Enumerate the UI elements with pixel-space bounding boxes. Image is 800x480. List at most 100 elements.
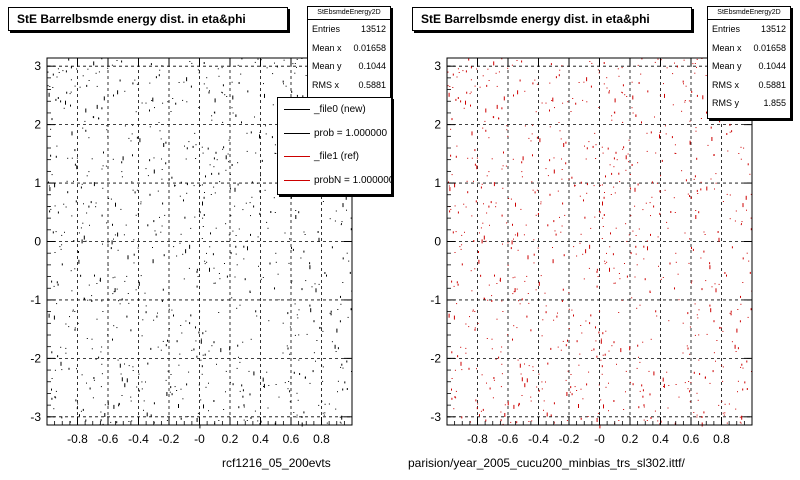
scatter-point bbox=[470, 79, 472, 81]
scatter-point bbox=[246, 240, 248, 242]
scatter-point bbox=[161, 178, 163, 180]
scatter-point bbox=[727, 150, 729, 152]
scatter-point bbox=[510, 247, 512, 250]
scatter-point bbox=[200, 338, 202, 340]
scatter-point bbox=[614, 192, 616, 194]
scatter-point bbox=[637, 344, 639, 347]
scatter-point bbox=[340, 224, 342, 226]
scatter-point bbox=[198, 210, 200, 212]
scatter-point bbox=[306, 333, 308, 335]
scatter-point bbox=[232, 383, 234, 386]
scatter-point bbox=[533, 262, 535, 264]
scatter-point bbox=[737, 309, 739, 310]
scatter-point bbox=[614, 98, 616, 103]
scatter-point bbox=[476, 68, 478, 70]
scatter-point bbox=[534, 79, 536, 81]
scatter-point bbox=[521, 377, 523, 382]
scatter-point bbox=[162, 340, 164, 342]
scatter-point bbox=[98, 71, 100, 73]
scatter-point bbox=[78, 259, 80, 264]
scatter-point bbox=[535, 289, 537, 291]
scatter-point bbox=[523, 234, 525, 236]
scatter-point bbox=[130, 329, 132, 332]
scatter-point bbox=[185, 249, 187, 254]
scatter-point bbox=[457, 97, 459, 99]
scatter-point bbox=[455, 390, 457, 392]
scatter-point bbox=[750, 228, 752, 231]
scatter-point bbox=[488, 171, 490, 173]
scatter-point bbox=[257, 420, 259, 422]
scatter-point bbox=[540, 203, 542, 205]
scatter-point bbox=[641, 384, 643, 387]
scatter-point bbox=[212, 253, 214, 256]
scatter-point bbox=[324, 412, 326, 414]
scatter-point bbox=[689, 326, 691, 328]
scatter-point bbox=[93, 377, 95, 379]
scatter-point bbox=[85, 129, 87, 132]
scatter-point bbox=[582, 99, 584, 101]
scatter-point bbox=[202, 226, 204, 227]
scatter-point bbox=[581, 332, 583, 334]
scatter-point bbox=[175, 102, 177, 105]
scatter-point bbox=[487, 68, 489, 70]
scatter-point bbox=[601, 146, 603, 148]
scatter-point bbox=[250, 417, 252, 419]
scatter-point bbox=[206, 252, 207, 254]
scatter-point bbox=[72, 310, 74, 312]
scatter-point bbox=[521, 298, 523, 301]
scatter-point bbox=[229, 187, 231, 190]
scatter-point bbox=[136, 83, 138, 85]
scatter-point bbox=[747, 163, 749, 166]
scatter-point bbox=[203, 196, 205, 199]
x-tick-label: -0.6 bbox=[498, 432, 519, 446]
scatter-point bbox=[191, 62, 193, 64]
scatter-point bbox=[503, 96, 505, 101]
scatter-point bbox=[110, 421, 112, 423]
scatter-point bbox=[49, 210, 51, 213]
scatter-point bbox=[448, 92, 450, 97]
scatter-point bbox=[93, 379, 95, 381]
scatter-point bbox=[520, 373, 522, 375]
scatter-point bbox=[106, 129, 108, 131]
scatter-point bbox=[48, 181, 49, 183]
scatter-point bbox=[91, 295, 93, 297]
scatter-point bbox=[208, 410, 209, 412]
scatter-point bbox=[617, 68, 619, 70]
scatter-point bbox=[483, 235, 485, 240]
scatter-point bbox=[723, 414, 725, 416]
scatter-point bbox=[199, 310, 201, 312]
scatter-point bbox=[493, 379, 495, 381]
scatter-point bbox=[692, 63, 694, 65]
right-footer-label: parision/year_2005_cucu200_minbias_trs_s… bbox=[408, 456, 685, 470]
scatter-point bbox=[334, 220, 336, 222]
scatter-point bbox=[291, 282, 292, 284]
scatter-point bbox=[184, 216, 186, 219]
scatter-point bbox=[145, 381, 146, 383]
scatter-point bbox=[236, 264, 238, 266]
scatter-point bbox=[51, 388, 52, 391]
scatter-point bbox=[502, 243, 503, 245]
scatter-point bbox=[684, 100, 686, 101]
y-tick-label: -3 bbox=[30, 410, 41, 424]
scatter-point bbox=[196, 285, 198, 288]
scatter-point bbox=[208, 382, 209, 384]
scatter-point bbox=[583, 278, 585, 280]
scatter-point bbox=[263, 386, 264, 387]
scatter-point bbox=[516, 60, 518, 61]
scatter-point bbox=[213, 267, 215, 269]
scatter-point bbox=[488, 137, 490, 139]
scatter-point bbox=[734, 220, 736, 222]
scatter-point bbox=[705, 75, 707, 76]
scatter-point bbox=[149, 193, 151, 196]
scatter-point bbox=[453, 285, 455, 287]
scatter-point bbox=[552, 97, 554, 102]
scatter-point bbox=[481, 374, 483, 376]
scatter-point bbox=[524, 280, 526, 282]
y-tick-label: 3 bbox=[34, 59, 41, 73]
scatter-point bbox=[556, 315, 558, 318]
scatter-point bbox=[102, 187, 104, 189]
scatter-point bbox=[95, 72, 97, 74]
scatter-point bbox=[681, 110, 683, 112]
scatter-point bbox=[88, 284, 90, 286]
scatter-point bbox=[504, 404, 506, 406]
